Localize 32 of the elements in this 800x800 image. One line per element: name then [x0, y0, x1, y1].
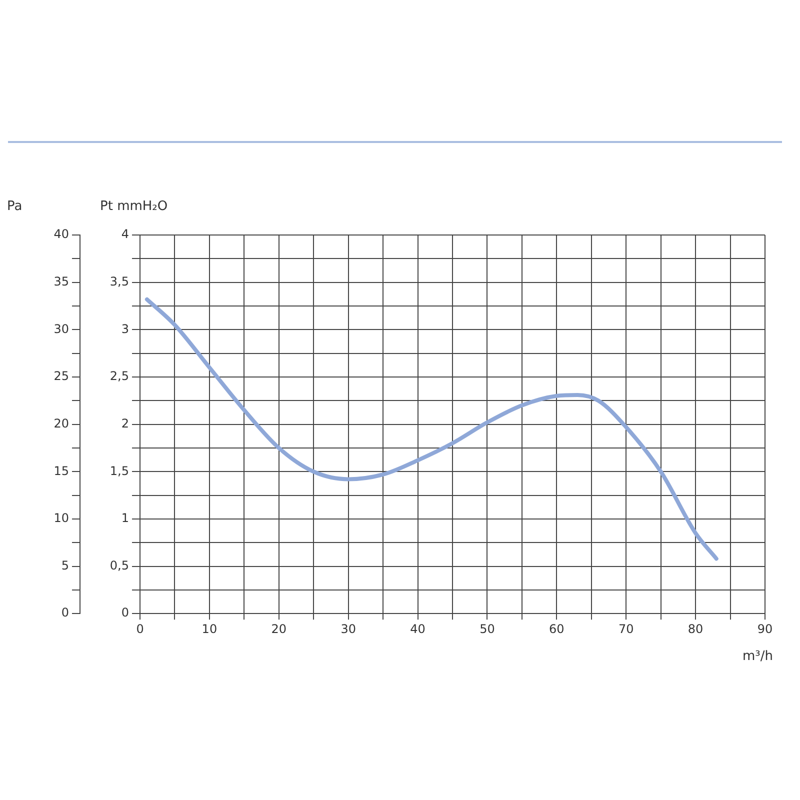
x-tick-label: 30	[340, 622, 356, 636]
y-tick-label: 1	[121, 511, 129, 526]
x-axis-title: m³/h	[742, 649, 773, 664]
y-tick-label: 1,5	[110, 464, 129, 478]
y2-tick-label: 25	[54, 369, 69, 384]
line-series	[144, 297, 718, 561]
x-tick-label: 60	[549, 622, 564, 636]
x-tick-label: 80	[688, 622, 704, 636]
y2-tick-label: 5	[61, 558, 69, 572]
y-tick-label: 2,5	[110, 369, 129, 384]
x-tick-label: 10	[202, 622, 218, 636]
y2-axis-title: Pa	[7, 199, 22, 214]
x-tick-label: 40	[410, 622, 426, 636]
y2-tick-label: 20	[54, 416, 69, 430]
y-tick-label: 2	[121, 416, 129, 430]
y2-tick-label: 35	[54, 274, 69, 288]
y-tick-label: 0	[121, 606, 129, 620]
y-tick-label: 3	[121, 322, 129, 336]
y2-tick-label: 10	[54, 511, 69, 526]
y-tick-label: 0,5	[110, 558, 129, 572]
y-tick-label: 3,5	[110, 274, 129, 288]
x-tick-label: 90	[757, 622, 773, 636]
y2-tick-label: 30	[54, 322, 69, 336]
x-tick-label: 70	[618, 622, 634, 636]
y-tick-label: 4	[121, 227, 129, 242]
y-axis-title: Pt mmH₂O	[100, 199, 168, 214]
y2-tick-label: 0	[61, 606, 69, 620]
x-tick-label: 20	[271, 622, 287, 636]
x-tick-label: 0	[136, 622, 144, 636]
x-tick-label: 50	[480, 622, 495, 636]
y2-tick-label: 40	[54, 227, 69, 242]
y2-tick-label: 15	[54, 464, 69, 478]
